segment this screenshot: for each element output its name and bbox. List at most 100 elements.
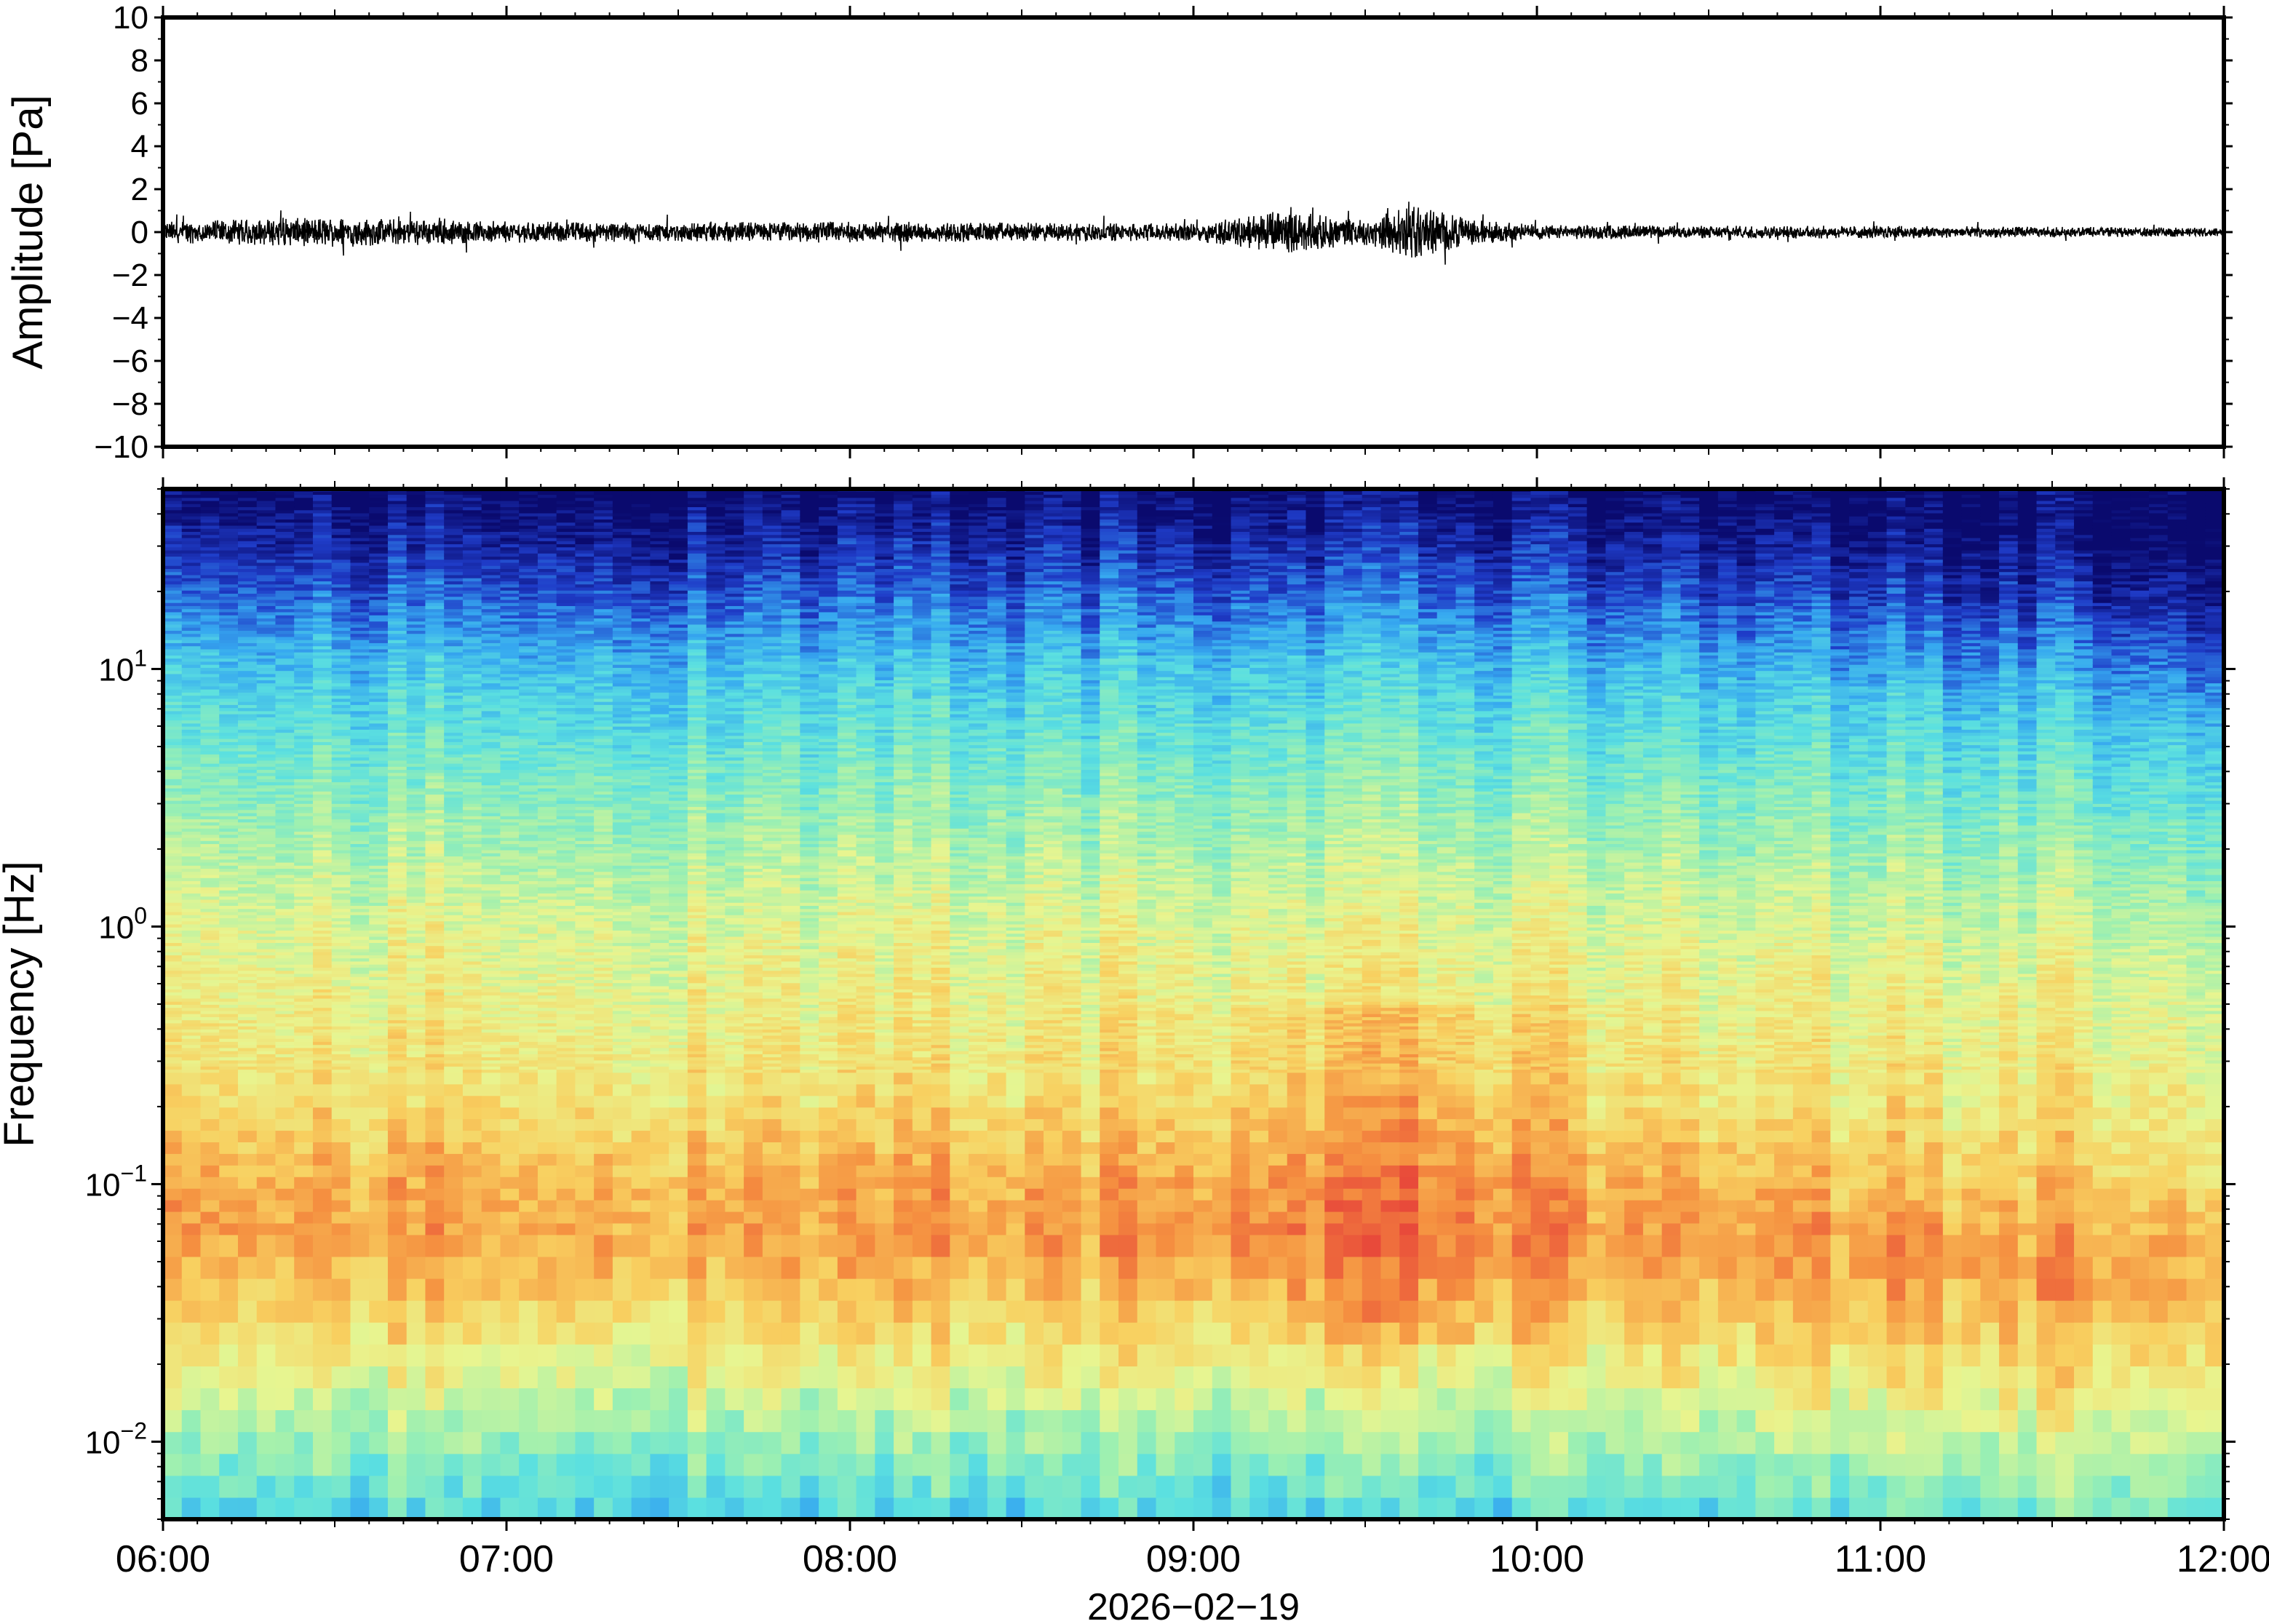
spectrogram-cell <box>556 824 576 829</box>
spectrogram-cell <box>219 920 239 925</box>
spectrogram-cell <box>181 781 202 786</box>
spectrogram-cell <box>294 717 314 721</box>
spectrogram-cell <box>387 834 408 838</box>
spectrogram-cell <box>275 952 295 955</box>
spectrogram-cell <box>519 1026 539 1030</box>
spectrogram-cell <box>369 979 389 984</box>
spectrogram-cell <box>181 1004 202 1008</box>
spectrogram-cell <box>181 1453 202 1476</box>
spectrogram-cell <box>537 979 557 984</box>
spectrogram-cell <box>462 1300 482 1323</box>
spectrogram-cell <box>200 549 220 554</box>
spectrogram-cell <box>294 506 314 511</box>
spectrogram-cell <box>294 1118 314 1131</box>
spectrogram-cell <box>387 1010 408 1014</box>
spectrogram-cell <box>556 995 576 999</box>
spectrogram-cell <box>237 658 258 662</box>
spectrogram-cell <box>556 549 576 554</box>
spectrogram-cell <box>350 967 370 971</box>
spectrogram-cell <box>237 1278 258 1301</box>
spectrogram-cell <box>537 1107 557 1120</box>
spectrogram-cell <box>387 772 408 776</box>
spectrogram-cell <box>462 525 482 529</box>
spectrogram-cell <box>312 834 333 838</box>
spectrogram-cell <box>519 534 539 538</box>
spectrogram-cell <box>331 1026 351 1030</box>
spectrogram-cell <box>256 976 277 980</box>
spectrogram-cell <box>387 856 408 860</box>
spectrogram-cell <box>556 861 576 866</box>
spectrogram-cell <box>537 812 557 816</box>
spectrogram-cell <box>387 1001 408 1005</box>
spectrogram-cell <box>256 1142 277 1154</box>
spectrogram-cell <box>312 1014 333 1017</box>
spectrogram-cell <box>369 942 389 947</box>
spectrogram-cell <box>237 982 258 987</box>
spectrogram-cell <box>163 751 183 755</box>
spectrogram-cell <box>500 1019 520 1024</box>
spectrogram-cell <box>556 1107 576 1120</box>
spectrogram-cell <box>181 621 202 625</box>
spectrogram-cell <box>481 519 501 523</box>
spectrogram-cell <box>500 1211 520 1224</box>
spectrogram-cell <box>575 976 595 980</box>
spectrogram-cell <box>406 739 426 742</box>
spectrogram-cell <box>181 503 202 508</box>
spectrogram-cell <box>350 1344 370 1366</box>
spectrogram-cell <box>331 1056 351 1061</box>
spectrogram-cell <box>200 726 220 730</box>
spectrogram-cell <box>312 565 333 569</box>
spectrogram-cell <box>406 915 426 919</box>
spectrogram-cell <box>275 537 295 541</box>
spectrogram-cell <box>163 701 183 705</box>
spectrogram-cell <box>331 840 351 845</box>
spectrogram-cell <box>275 528 295 533</box>
spectrogram-cell <box>200 967 220 971</box>
spectrogram-cell <box>406 1083 426 1096</box>
spectrogram-cell <box>294 1431 314 1454</box>
spectrogram-cell <box>369 856 389 860</box>
spectrogram-cell <box>237 522 258 526</box>
spectrogram-cell <box>331 1095 351 1108</box>
spectrogram-cell <box>294 787 314 792</box>
spectrogram-cell <box>256 843 277 848</box>
spectrogram-cell <box>312 735 333 739</box>
spectrogram-cell <box>350 739 370 742</box>
spectrogram-cell <box>425 868 445 872</box>
spectrogram-cell <box>350 791 370 795</box>
spectrogram-cell <box>462 877 482 882</box>
spectrogram-cell <box>219 849 239 853</box>
spectrogram-cell <box>369 853 389 857</box>
spectrogram-cell <box>181 834 202 838</box>
spectrogram-cell <box>350 655 370 659</box>
spectrogram-cell <box>444 586 464 591</box>
spectrogram-cell <box>537 1083 557 1096</box>
spectrogram-cell <box>312 1431 333 1454</box>
spectrogram-cell <box>219 1047 239 1051</box>
spectrogram-cell <box>519 615 539 618</box>
spectrogram-cell <box>312 602 333 606</box>
spectrogram-cell <box>519 584 539 588</box>
spectrogram-cell <box>256 1047 277 1051</box>
spectrogram-cell <box>200 958 220 962</box>
spectrogram-cell <box>312 995 333 999</box>
spectrogram-cell <box>219 689 239 693</box>
spectrogram-cell <box>462 667 482 672</box>
spectrogram-cell <box>219 806 239 811</box>
spectrogram-cell <box>294 779 314 783</box>
spectrogram-cell <box>256 621 277 625</box>
spectrogram-cell <box>462 1497 482 1520</box>
spectrogram-cell <box>181 698 202 702</box>
spectrogram-cell <box>425 939 445 943</box>
spectrogram-cell <box>331 1004 351 1008</box>
spectrogram-cell <box>500 720 520 724</box>
spectrogram-cell <box>462 933 482 937</box>
spectrogram-cell <box>200 952 220 955</box>
spectrogram-cell <box>369 512 389 517</box>
spectrogram-cell <box>462 720 482 724</box>
spectrogram-cell <box>181 556 202 560</box>
spectrogram-cell <box>556 779 576 783</box>
spectrogram-cell <box>444 553 464 557</box>
spectrogram-cell <box>444 500 464 504</box>
spectrogram-cell <box>275 494 295 498</box>
